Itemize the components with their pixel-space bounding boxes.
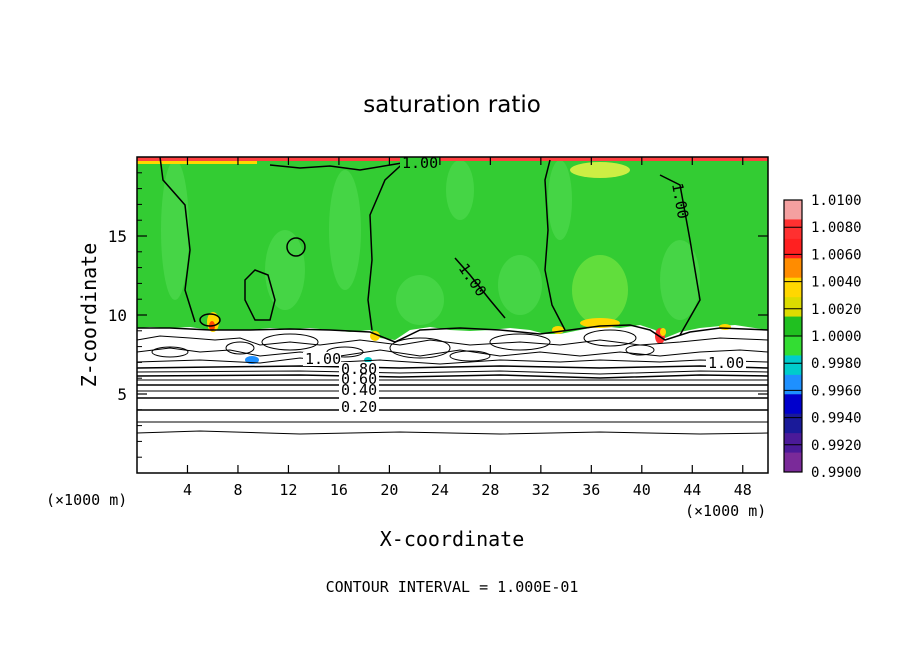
x-unit-left: (×1000 m) bbox=[46, 491, 127, 509]
colorbar-label-5: 1.0000 bbox=[811, 329, 862, 345]
contour-label-8: 0.40 bbox=[341, 381, 377, 399]
colorbar-segment bbox=[784, 336, 802, 356]
colorbar-label-6: 0.9980 bbox=[811, 356, 862, 372]
top-warm-band bbox=[137, 157, 768, 161]
colorbar-segment bbox=[784, 297, 802, 318]
contour-label-7: 0.60 bbox=[341, 370, 377, 388]
x-tick-label-8: 8 bbox=[233, 481, 242, 499]
contour-label-4: 1.00 bbox=[668, 182, 692, 221]
x-tick-label-48: 48 bbox=[734, 481, 752, 499]
x-tick-label-4: 4 bbox=[183, 481, 192, 499]
contour-label-9: 0.20 bbox=[341, 398, 377, 416]
x-unit-right: (×1000 m) bbox=[685, 502, 766, 520]
upper-contours bbox=[159, 156, 701, 336]
colorbar-label-7: 0.9960 bbox=[811, 383, 862, 399]
x-tick-label-16: 16 bbox=[330, 481, 348, 499]
x-tick-label-36: 36 bbox=[582, 481, 600, 499]
colorbar-segment bbox=[784, 200, 802, 220]
y-tick-label-10: 10 bbox=[108, 306, 127, 325]
colorbar-label-9: 0.9920 bbox=[811, 438, 862, 454]
colorbar-label-1: 1.0080 bbox=[811, 220, 862, 236]
y-tick-label-15: 15 bbox=[108, 227, 127, 246]
colorbar-segment bbox=[784, 277, 802, 298]
colorbar-segment bbox=[784, 355, 802, 376]
x-tick-label-20: 20 bbox=[380, 481, 398, 499]
field-shading bbox=[161, 160, 700, 325]
plot-area: 1.00 1.00 1.00 1.00 1.00 0.80 0.60 0.40 … bbox=[136, 154, 769, 474]
contour-label-6: 0.80 bbox=[341, 360, 377, 378]
colorbar-segment bbox=[784, 394, 802, 415]
colorbar-segment bbox=[784, 452, 802, 473]
cloud-layer bbox=[136, 324, 769, 365]
x-axis-title: X-coordinate bbox=[380, 527, 525, 551]
contour-label-2: 1.00 bbox=[402, 154, 438, 172]
colorbar-label-2: 1.0060 bbox=[811, 247, 862, 263]
colorbar-label-0: 1.0100 bbox=[811, 193, 862, 209]
colorbar-segment bbox=[784, 433, 802, 454]
contour-label-5: 1.00 bbox=[708, 354, 744, 372]
x-tick-label-12: 12 bbox=[279, 481, 297, 499]
colorbar-label-8: 0.9940 bbox=[811, 411, 862, 427]
colorbar-segment bbox=[784, 238, 802, 259]
x-tick-label-44: 44 bbox=[683, 481, 701, 499]
y-axis-title: Z-coordinate bbox=[77, 243, 101, 388]
contour-labels: 1.00 1.00 1.00 1.00 1.00 0.80 0.60 0.40 … bbox=[303, 154, 746, 416]
colorbar-label-10: 0.9900 bbox=[811, 465, 862, 481]
top-yellow-spot bbox=[570, 162, 630, 178]
x-tick-label-32: 32 bbox=[532, 481, 550, 499]
y-axis: 5 10 15 bbox=[108, 172, 768, 458]
stratified-contours bbox=[136, 365, 769, 435]
colorbar-segment bbox=[784, 219, 802, 240]
contour-interval-note: CONTOUR INTERVAL = 1.000E-01 bbox=[326, 578, 579, 596]
colorbar-segment bbox=[784, 374, 802, 395]
chart-title: saturation ratio bbox=[363, 92, 541, 118]
colorbar-segment bbox=[784, 316, 802, 337]
colorbar: 1.0100 1.0080 1.0060 1.0040 1.0020 1.0000 0.99… bbox=[783, 193, 862, 481]
colorbar-segment bbox=[784, 413, 802, 434]
y-tick-label-5: 5 bbox=[117, 385, 127, 404]
top-yellow-band bbox=[137, 161, 257, 164]
colorbar-label-4: 1.0020 bbox=[811, 302, 862, 318]
colorbar-label-3: 1.0040 bbox=[811, 275, 862, 291]
colorbar-segment bbox=[784, 258, 802, 279]
x-tick-label-24: 24 bbox=[431, 481, 449, 499]
contour-label-1: 1.00 bbox=[305, 350, 341, 368]
x-tick-label-28: 28 bbox=[481, 481, 499, 499]
x-axis: 4 8 12 16 20 24 28 32 36 40 44 48 bbox=[183, 157, 752, 499]
x-tick-label-40: 40 bbox=[633, 481, 651, 499]
